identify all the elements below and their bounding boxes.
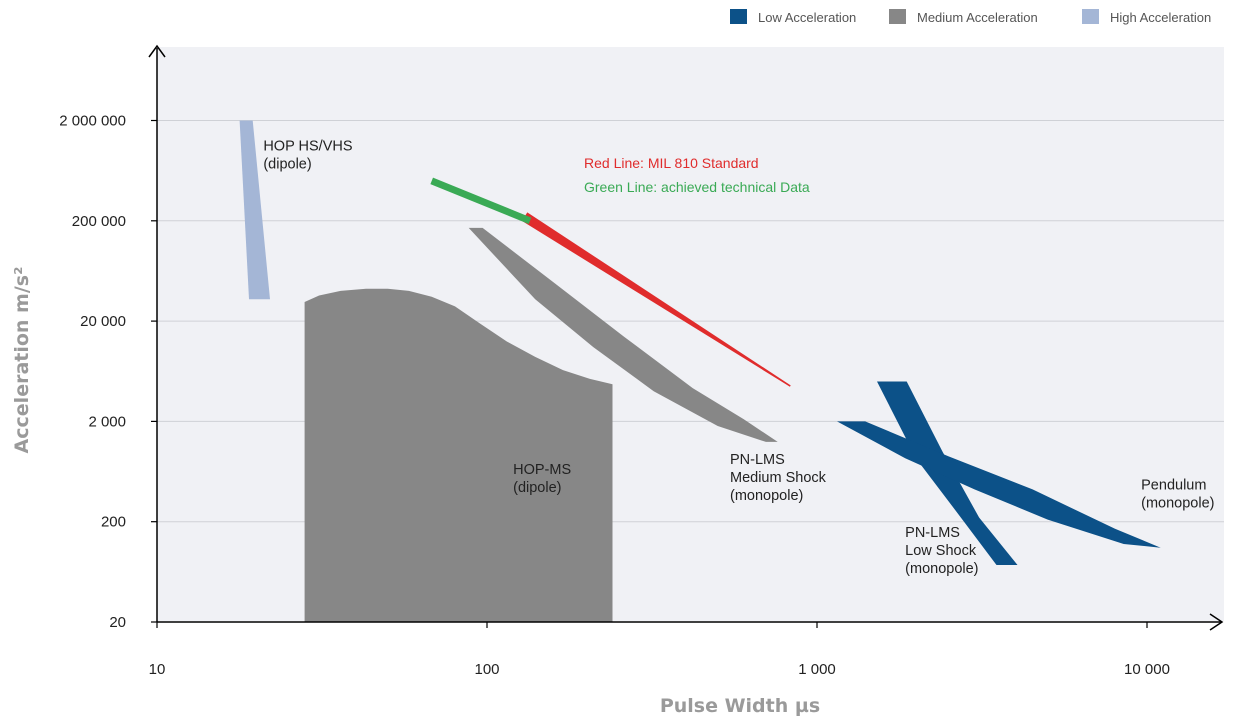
y-tick-labels: 20 200 2 000 20 000 200 000 2 000 000 (59, 113, 126, 632)
annotations: Red Line: MIL 810 Standard Green Line: ac… (584, 155, 810, 195)
region-label-line: (dipole) (513, 480, 561, 496)
region-label-line: HOP HS/VHS (263, 139, 352, 155)
x-tick-label: 1 000 (798, 661, 836, 678)
legend-label: High Acceleration (1110, 10, 1211, 25)
annotation-note: Red Line: MIL 810 Standard (584, 155, 759, 171)
y-tick-label: 20 000 (80, 313, 126, 330)
region-layer (239, 120, 1161, 622)
region-1 (304, 288, 613, 622)
x-tick-label: 10 (149, 661, 166, 678)
legend-swatch (730, 9, 747, 24)
region-label-line: (monopole) (905, 561, 978, 577)
region-label-line: HOP-MS (513, 462, 571, 478)
y-tick-label: 200 (101, 514, 126, 531)
region-label: Pendulum (monopole) (1141, 477, 1214, 511)
series-band-1 (430, 177, 532, 224)
region-label-line: (dipole) (263, 157, 311, 173)
x-tick-labels: 10 100 1 000 10 000 (149, 661, 1170, 678)
region-label-line: (monopole) (730, 488, 803, 504)
y-tick-label: 2 000 (88, 413, 126, 430)
region-label: HOP HS/VHS (dipole) (263, 139, 352, 173)
y-axis-title: Acceleration m/s² (11, 267, 33, 454)
legend-swatch (889, 9, 906, 24)
region-label-line: Medium Shock (730, 470, 827, 486)
region-label-line: PN-LMS (905, 525, 960, 541)
region-label-line: Pendulum (1141, 477, 1206, 493)
region-labels: HOP HS/VHS (dipole) HOP-MS (dipole) PN-LMS Me… (263, 139, 1214, 578)
region-label: HOP-MS (dipole) (513, 462, 571, 496)
x-axis-title: Pulse Width µs (660, 695, 820, 717)
x-tick-label: 100 (474, 661, 499, 678)
annotation-note: Green Line: achieved technical Data (584, 179, 810, 195)
y-axis-arrow (148, 44, 166, 58)
y-tick-label: 2 000 000 (59, 113, 126, 130)
region-label: PN-LMS Low Shock (monopole) (905, 525, 978, 577)
x-axis-arrow (1209, 613, 1224, 631)
series-layer (430, 177, 791, 387)
region-label: PN-LMS Medium Shock (monopole) (730, 452, 827, 504)
region-label-line: (monopole) (1141, 495, 1214, 511)
series-band-0 (521, 212, 791, 387)
region-4 (837, 421, 1161, 548)
y-tick-label: 200 000 (72, 213, 126, 230)
legend-swatch (1082, 9, 1099, 24)
axes (148, 44, 1224, 631)
legend-label: Medium Acceleration (917, 10, 1038, 25)
y-tick-label: 20 (109, 614, 126, 631)
region-label-line: PN-LMS (730, 452, 785, 468)
x-tick-label: 10 000 (1124, 661, 1170, 678)
region-0 (239, 120, 270, 300)
legend: Low Acceleration Medium Acceleration High … (730, 9, 1211, 25)
legend-label: Low Acceleration (758, 10, 856, 25)
region-label-line: Low Shock (905, 543, 977, 559)
region-2 (468, 227, 778, 442)
